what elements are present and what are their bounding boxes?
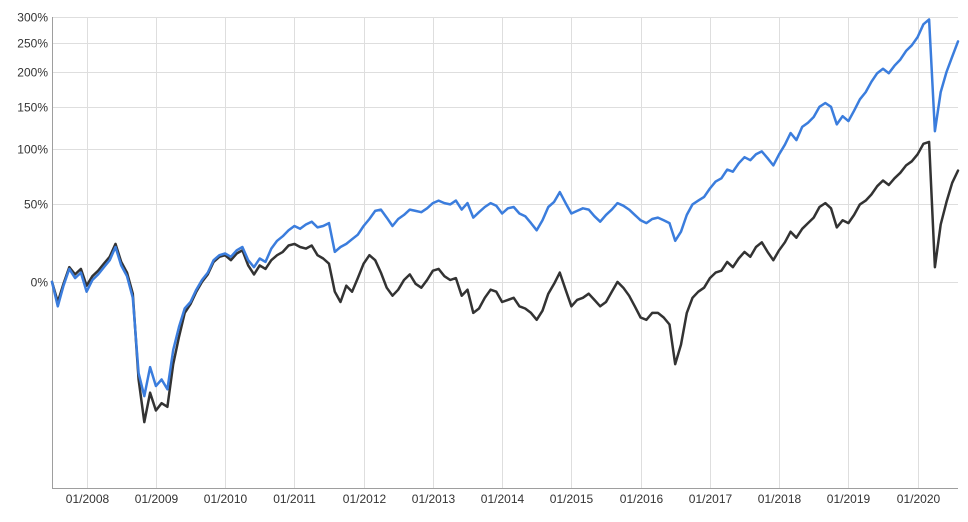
- x-tick-label: 01/2019: [827, 492, 871, 506]
- x-tick-label: 01/2008: [66, 492, 110, 506]
- x-tick-label: 01/2014: [481, 492, 525, 506]
- series-line-1: [50, 18, 960, 398]
- y-tick-label: 250%: [17, 37, 48, 51]
- y-tick-label: 0%: [31, 276, 49, 290]
- x-tick-label: 01/2015: [550, 492, 594, 506]
- series-lines: [50, 18, 960, 424]
- x-tick-label: 01/2016: [620, 492, 664, 506]
- tick-labels: 0% 50% 100% 150% 200% 250% 300% 01/2008 01/2009 0…: [17, 11, 940, 507]
- x-tick-label: 01/2009: [135, 492, 179, 506]
- axes: [52, 17, 958, 489]
- y-tick-label: 100%: [17, 143, 48, 157]
- x-tick-label: 01/2018: [758, 492, 802, 506]
- y-tick-label: 150%: [17, 101, 48, 115]
- x-tick-label: 01/2013: [412, 492, 456, 506]
- x-tick-label: 01/2017: [689, 492, 733, 506]
- y-tick-label: 200%: [17, 66, 48, 80]
- x-tick-label: 01/2010: [204, 492, 248, 506]
- grid: [52, 17, 958, 488]
- y-tick-label: 50%: [24, 198, 48, 212]
- x-tick-label: 01/2011: [273, 492, 316, 506]
- x-tick-label: 01/2020: [897, 492, 941, 506]
- x-tick-label: 01/2012: [343, 492, 387, 506]
- y-tick-label: 300%: [17, 11, 48, 25]
